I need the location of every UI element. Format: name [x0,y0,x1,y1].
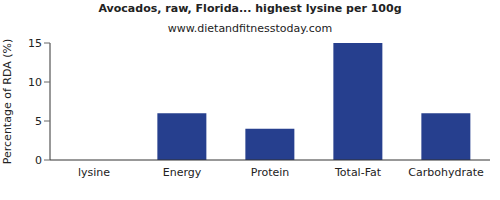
svg-text:15: 15 [28,37,42,50]
svg-text:0: 0 [35,154,42,167]
svg-text:10: 10 [28,76,42,89]
html-text:Avocados, raw, Florida... high: Avocados, raw, Florida... highest lysine… [98,2,402,15]
svg-text:Carbohydrate: Carbohydrate [408,166,484,179]
html-text:www.dietandfitnesstoday.com: www.dietandfitnesstoday.com [167,22,333,35]
svg-text:5: 5 [35,115,42,128]
svg-text:Total-Fat: Total-Fat [334,166,382,179]
svg-text:Protein: Protein [251,166,290,179]
svg-text:lysine: lysine [78,166,110,179]
svg-text:Percentage of RDA (%): Percentage of RDA (%) [8,39,14,164]
svg-text:Energy: Energy [163,166,202,179]
